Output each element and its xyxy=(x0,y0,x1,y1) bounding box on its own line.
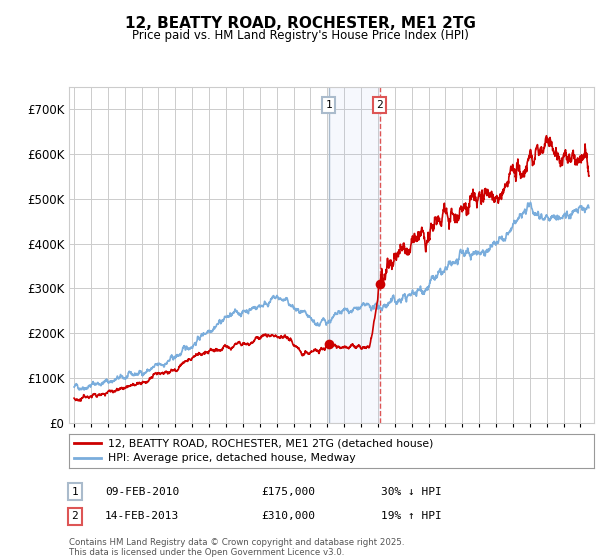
Bar xyxy=(329,87,380,423)
Text: Contains HM Land Registry data © Crown copyright and database right 2025.
This d: Contains HM Land Registry data © Crown c… xyxy=(69,538,404,557)
Text: 30% ↓ HPI: 30% ↓ HPI xyxy=(381,487,442,497)
Text: 12, BEATTY ROAD, ROCHESTER, ME1 2TG: 12, BEATTY ROAD, ROCHESTER, ME1 2TG xyxy=(125,16,475,31)
Text: 12, BEATTY ROAD, ROCHESTER, ME1 2TG (detached house): 12, BEATTY ROAD, ROCHESTER, ME1 2TG (det… xyxy=(109,438,434,449)
Text: 19% ↑ HPI: 19% ↑ HPI xyxy=(381,511,442,521)
Text: 2: 2 xyxy=(71,511,79,521)
Text: £175,000: £175,000 xyxy=(261,487,315,497)
Text: 1: 1 xyxy=(71,487,79,497)
Text: HPI: Average price, detached house, Medway: HPI: Average price, detached house, Medw… xyxy=(109,453,356,463)
Text: £310,000: £310,000 xyxy=(261,511,315,521)
Text: 09-FEB-2010: 09-FEB-2010 xyxy=(105,487,179,497)
Text: 14-FEB-2013: 14-FEB-2013 xyxy=(105,511,179,521)
Text: 1: 1 xyxy=(326,100,332,110)
Text: Price paid vs. HM Land Registry's House Price Index (HPI): Price paid vs. HM Land Registry's House … xyxy=(131,29,469,42)
Text: 2: 2 xyxy=(376,100,383,110)
